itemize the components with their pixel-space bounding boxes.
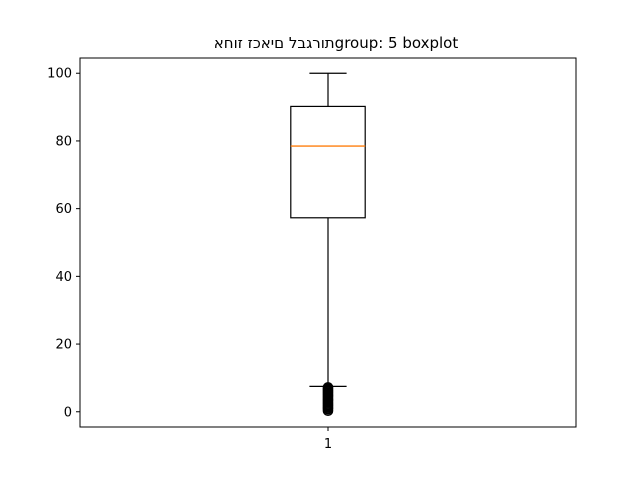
y-tick-label: 60 — [55, 202, 72, 217]
y-tick-label: 100 — [47, 67, 72, 82]
x-tick-label: 1 — [324, 437, 332, 452]
axes: 0 20 40 60 80 100 1 — [47, 67, 332, 452]
outlier-point — [322, 382, 334, 393]
chart-title: תורגבל םיאכז זוחאgroup: 5 boxplot — [214, 34, 459, 52]
y-tick-label: 40 — [55, 270, 72, 285]
y-tick-label: 20 — [55, 338, 72, 353]
iqr-box — [290, 105, 366, 219]
y-tick-label: 0 — [64, 405, 72, 420]
box-group — [290, 72, 366, 417]
y-tick-label: 80 — [55, 134, 72, 149]
plot-area — [290, 72, 366, 417]
